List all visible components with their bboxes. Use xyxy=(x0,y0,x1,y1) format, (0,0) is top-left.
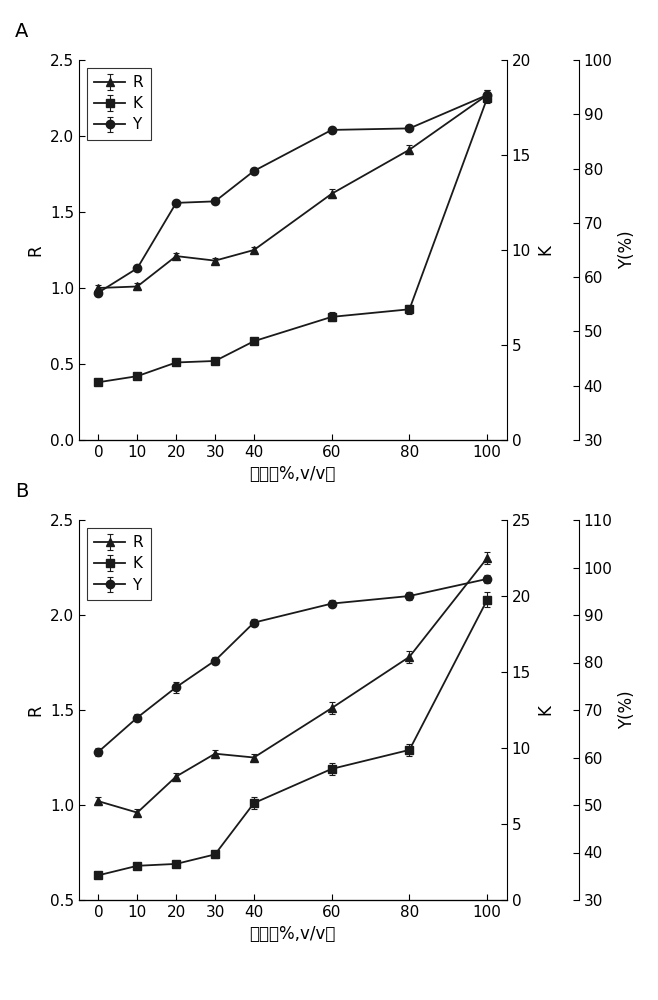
X-axis label: 乙醇（%,v/v）: 乙醇（%,v/v） xyxy=(249,925,336,943)
Text: A: A xyxy=(14,22,28,41)
Legend: R, K, Y: R, K, Y xyxy=(87,528,151,600)
Y-axis label: Y(%): Y(%) xyxy=(618,231,636,269)
Legend: R, K, Y: R, K, Y xyxy=(87,68,151,140)
Y-axis label: R: R xyxy=(26,244,45,256)
Text: B: B xyxy=(14,482,28,501)
X-axis label: 乙醇（%,v/v）: 乙醇（%,v/v） xyxy=(249,465,336,483)
Y-axis label: R: R xyxy=(26,704,45,716)
Y-axis label: K: K xyxy=(536,705,554,715)
Y-axis label: K: K xyxy=(536,245,554,255)
Y-axis label: Y(%): Y(%) xyxy=(618,691,636,729)
